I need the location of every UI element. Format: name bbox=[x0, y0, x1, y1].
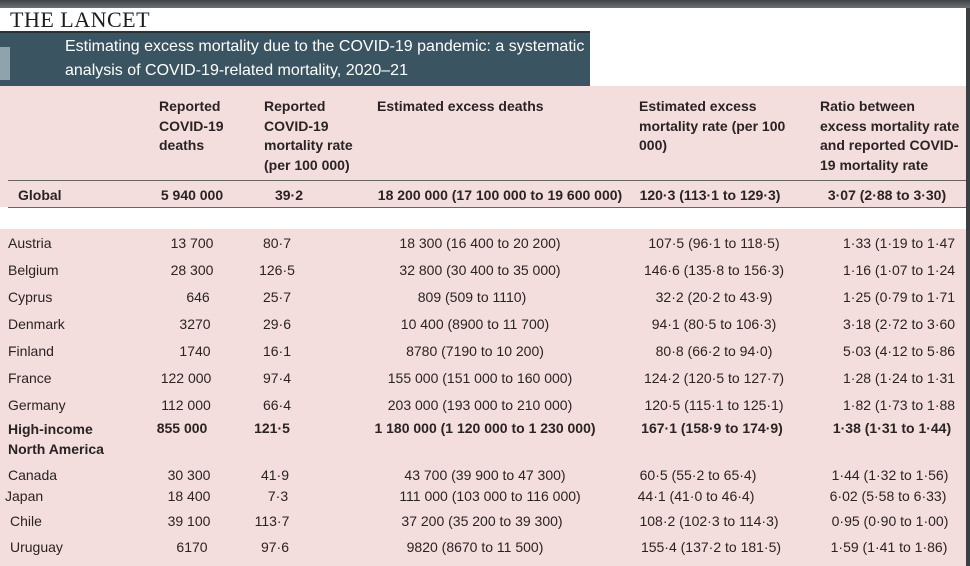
top-bar bbox=[0, 0, 970, 8]
col-header-excess-deaths: Estimated excess deaths bbox=[377, 98, 544, 114]
cell-excess: 32 800 (30 400 to 35 000) bbox=[399, 262, 561, 278]
article-title: Estimating excess mortality due to the C… bbox=[65, 38, 585, 79]
global-rule bbox=[8, 207, 966, 208]
cell-excess: 111 000 (103 000 to 116 000) bbox=[399, 488, 581, 504]
cell-excess-rate: 146·6 (135·8 to 156·3) bbox=[643, 262, 785, 278]
col-header-ratio: Ratio between excess mortality rate and … bbox=[820, 98, 960, 173]
row-label: Denmark bbox=[8, 316, 65, 332]
title-banner bbox=[0, 33, 590, 86]
cell-deaths: 855 000 bbox=[156, 420, 208, 436]
cell-ratio: 1·28 (1·24 to 1·31 bbox=[843, 370, 956, 386]
cell-excess: 203 000 (193 000 to 210 000) bbox=[387, 397, 573, 413]
cell-excess: 37 200 (35 200 to 39 300) bbox=[401, 513, 563, 529]
row-label: Canada bbox=[8, 467, 58, 483]
cell-ratio: 1·82 (1·73 to 1·88 bbox=[843, 397, 956, 413]
row-label: Finland bbox=[8, 343, 54, 359]
cell-deaths: 122 000 bbox=[160, 370, 212, 386]
cell-excess: 43 700 (39 900 to 47 300) bbox=[404, 467, 566, 483]
cell-ratio: 1·25 (0·79 to 1·71 bbox=[843, 289, 956, 305]
cell-excess-rate: 124·2 (120·5 to 127·7) bbox=[643, 370, 785, 386]
cell-rate: 41·9 bbox=[260, 467, 290, 483]
cell-excess: 155 000 (151 000 to 160 000) bbox=[387, 370, 573, 386]
cell-excess-rate: 32·2 (20·2 to 43·9) bbox=[655, 289, 773, 305]
cell-ratio: 6·02 (5·58 to 6·33) bbox=[829, 488, 947, 504]
row-label: Cyprus bbox=[8, 289, 53, 305]
col-header-excess-rate: Estimated excess mortality rate (per 100… bbox=[639, 98, 786, 153]
cell-excess-rate: 155·4 (137·2 to 181·5) bbox=[640, 539, 782, 555]
journal-rule bbox=[0, 31, 590, 33]
cell-excess-rate: 120·3 (113·1 to 129·3) bbox=[639, 187, 781, 203]
cell-excess: 8780 (7190 to 10 200) bbox=[406, 343, 544, 359]
col-header-reported-deaths: Reported COVID-19 deaths bbox=[159, 98, 224, 153]
cell-excess: 10 400 (8900 to 11 700) bbox=[400, 316, 550, 332]
row-label: Germany bbox=[8, 397, 66, 413]
row-label: France bbox=[8, 370, 52, 386]
cell-deaths: 112 000 bbox=[161, 397, 211, 413]
row-label: Uruguay bbox=[10, 539, 63, 555]
cell-ratio: 3·18 (2·72 to 3·60 bbox=[843, 316, 956, 332]
cell-excess: 9820 (8670 to 11 500) bbox=[406, 539, 544, 555]
cell-ratio: 3·07 (2·88 to 3·30) bbox=[827, 187, 947, 203]
cell-deaths: 30 300 bbox=[167, 467, 211, 483]
row-label: Austria bbox=[8, 235, 52, 251]
cell-ratio: 0·95 (0·90 to 1·00) bbox=[831, 513, 949, 529]
row-label: Global bbox=[18, 187, 62, 203]
cell-ratio: 1·59 (1·41 to 1·86) bbox=[830, 539, 948, 555]
cell-rate: 16·1 bbox=[262, 343, 292, 359]
cell-deaths: 18 400 bbox=[167, 488, 211, 504]
cell-rate: 113·7 bbox=[254, 513, 290, 529]
cell-deaths: 3270 bbox=[179, 316, 211, 332]
cell-ratio: 1·38 (1·31 to 1·44) bbox=[832, 420, 952, 436]
cell-rate: 66·4 bbox=[262, 397, 292, 413]
cell-ratio: 1·16 (1·07 to 1·24 bbox=[843, 262, 956, 278]
title-accent-bar bbox=[0, 47, 10, 80]
cell-rate: 7·3 bbox=[267, 488, 289, 504]
table-gap-band bbox=[0, 207, 966, 229]
cell-deaths: 5 940 000 bbox=[160, 187, 224, 203]
cell-rate: 25·7 bbox=[262, 289, 292, 305]
cell-excess: 809 (509 to 1110) bbox=[417, 289, 527, 305]
cell-excess-rate: 80·8 (66·2 to 94·0) bbox=[655, 343, 773, 359]
cell-rate: 97·4 bbox=[262, 370, 292, 386]
cell-excess: 18 200 000 (17 100 000 to 19 600 000) bbox=[377, 187, 623, 203]
cell-excess-rate: 108·2 (102·3 to 114·3) bbox=[639, 513, 779, 529]
journal-name: THE LANCET bbox=[10, 7, 151, 32]
cell-excess-rate: 167·1 (158·9 to 174·9) bbox=[641, 420, 783, 436]
row-label: High-income North America bbox=[8, 421, 104, 457]
cell-rate: 39·2 bbox=[274, 187, 304, 203]
row-label: Japan bbox=[5, 488, 44, 504]
cell-excess-rate: 44·1 (41·0 to 46·4) bbox=[637, 488, 755, 504]
cell-excess: 1 180 000 (1 120 000 to 1 230 000) bbox=[374, 420, 596, 436]
cell-rate: 121·5 bbox=[254, 420, 290, 436]
cell-rate: 80·7 bbox=[262, 235, 292, 251]
cell-excess-rate: 107·5 (96·1 to 118·5) bbox=[648, 235, 780, 251]
cell-rate: 29·6 bbox=[262, 316, 292, 332]
header-rule bbox=[8, 180, 966, 181]
cell-deaths: 28 300 bbox=[170, 262, 214, 278]
row-label: Belgium bbox=[8, 262, 59, 278]
cell-deaths: 646 bbox=[186, 289, 210, 305]
cell-deaths: 1740 bbox=[179, 343, 211, 359]
cell-excess-rate: 120·5 (115·1 to 125·1) bbox=[644, 397, 784, 413]
table-background bbox=[0, 86, 966, 566]
cell-ratio: 1·44 (1·32 to 1·56) bbox=[831, 467, 949, 483]
right-edge-bar bbox=[966, 8, 970, 566]
cell-rate: 126·5 bbox=[259, 262, 295, 278]
cell-excess-rate: 60·5 (55·2 to 65·4) bbox=[639, 467, 757, 483]
cell-ratio: 5·03 (4·12 to 5·86 bbox=[843, 343, 956, 359]
cell-ratio: 1·33 (1·19 to 1·47 bbox=[843, 235, 956, 251]
cell-excess: 18 300 (16 400 to 20 200) bbox=[399, 235, 561, 251]
cell-deaths: 39 100 bbox=[167, 513, 211, 529]
cell-rate: 97·6 bbox=[260, 539, 290, 555]
row-label: Chile bbox=[10, 513, 42, 529]
cell-excess-rate: 94·1 (80·5 to 106·3) bbox=[651, 316, 777, 332]
cell-deaths: 13 700 bbox=[170, 235, 214, 251]
col-header-reported-rate: Reported COVID-19 mortality rate (per 10… bbox=[264, 98, 353, 173]
cell-deaths: 6170 bbox=[176, 539, 208, 555]
